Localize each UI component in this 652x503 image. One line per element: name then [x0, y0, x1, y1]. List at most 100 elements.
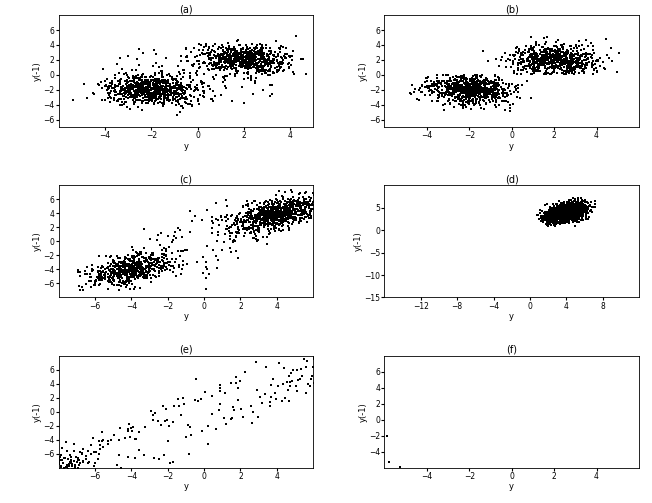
Point — [312, 488, 322, 496]
Point — [531, 52, 542, 60]
Point — [456, 97, 467, 105]
Point — [155, 88, 166, 96]
Point — [567, 205, 578, 213]
Point — [568, 194, 578, 202]
Point — [224, 224, 235, 232]
Point — [226, 232, 236, 240]
Point — [341, 347, 351, 355]
Point — [145, 90, 156, 98]
Point — [271, 220, 281, 228]
Point — [474, 93, 484, 101]
Point — [147, 81, 158, 89]
Point — [280, 204, 290, 212]
Point — [528, 55, 539, 63]
Point — [282, 205, 292, 213]
Point — [129, 259, 140, 267]
Point — [221, 44, 231, 52]
Point — [396, 328, 407, 337]
Point — [561, 67, 571, 75]
Point — [471, 80, 482, 88]
Point — [326, 482, 336, 490]
Point — [16, 473, 26, 481]
Point — [148, 86, 158, 94]
Point — [121, 93, 131, 101]
Point — [174, 92, 185, 100]
Point — [602, 51, 612, 59]
Point — [533, 52, 543, 60]
Point — [139, 78, 149, 86]
Point — [218, 55, 229, 63]
Point — [417, 82, 427, 90]
Point — [545, 220, 556, 228]
Point — [385, 341, 395, 349]
Point — [272, 501, 282, 503]
Point — [565, 207, 576, 215]
Point — [222, 50, 232, 58]
Point — [569, 58, 580, 66]
Point — [538, 61, 548, 69]
Point — [159, 88, 170, 96]
Point — [134, 91, 145, 99]
Point — [503, 82, 514, 90]
Title: (a): (a) — [179, 5, 193, 14]
Point — [587, 61, 597, 69]
Point — [152, 89, 162, 97]
Point — [271, 209, 281, 217]
Point — [339, 362, 349, 370]
Point — [123, 264, 134, 272]
Point — [393, 347, 403, 355]
Point — [284, 207, 295, 215]
Point — [550, 214, 561, 222]
Point — [230, 52, 241, 60]
Point — [175, 79, 186, 87]
Point — [565, 63, 576, 71]
Point — [380, 339, 391, 347]
Point — [329, 469, 340, 477]
Point — [126, 84, 137, 92]
Point — [132, 78, 143, 87]
Point — [267, 198, 278, 206]
Title: (e): (e) — [179, 345, 193, 355]
Point — [288, 213, 298, 221]
Point — [563, 204, 573, 212]
Point — [215, 57, 226, 65]
Point — [145, 255, 156, 263]
Point — [331, 494, 341, 502]
Point — [274, 204, 285, 212]
Point — [3, 480, 13, 488]
Point — [300, 487, 310, 495]
Point — [219, 53, 230, 61]
Point — [452, 85, 463, 93]
Point — [160, 85, 171, 93]
Point — [554, 208, 564, 216]
Point — [551, 210, 561, 218]
Point — [231, 51, 242, 59]
Point — [556, 63, 566, 71]
Point — [165, 88, 175, 96]
Point — [372, 338, 382, 346]
Point — [53, 460, 64, 468]
Point — [164, 97, 174, 105]
Point — [224, 51, 235, 59]
Point — [539, 215, 550, 223]
Point — [265, 44, 275, 52]
Point — [537, 60, 548, 68]
Point — [169, 401, 179, 409]
Point — [396, 326, 407, 334]
Point — [182, 261, 192, 269]
Point — [143, 91, 153, 99]
Point — [563, 64, 573, 72]
Point — [89, 448, 100, 456]
Point — [324, 498, 334, 503]
Point — [278, 203, 289, 211]
Point — [297, 211, 307, 219]
Point — [202, 49, 213, 57]
Point — [265, 50, 275, 58]
Point — [12, 471, 23, 479]
Point — [125, 268, 135, 276]
X-axis label: y: y — [509, 482, 514, 491]
Point — [207, 46, 217, 54]
Point — [267, 495, 277, 503]
Point — [183, 81, 193, 89]
Point — [76, 466, 86, 474]
